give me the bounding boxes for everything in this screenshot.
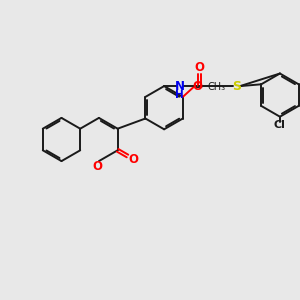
Text: S: S bbox=[232, 80, 241, 93]
Text: H: H bbox=[175, 89, 184, 100]
Text: O: O bbox=[92, 160, 102, 173]
Text: N: N bbox=[175, 80, 185, 93]
Text: O: O bbox=[194, 61, 204, 74]
Text: Cl: Cl bbox=[274, 120, 286, 130]
Text: O: O bbox=[193, 80, 202, 93]
Text: CH₃: CH₃ bbox=[207, 82, 225, 92]
Text: O: O bbox=[128, 153, 138, 166]
